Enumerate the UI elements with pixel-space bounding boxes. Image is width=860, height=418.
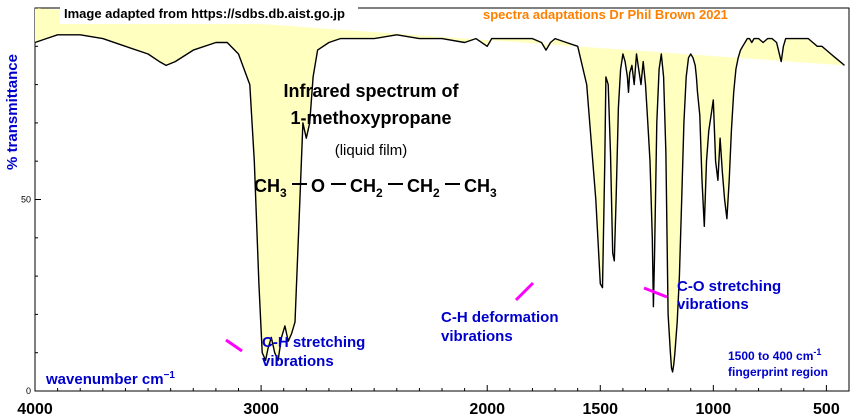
fingerprint-label-1: 1500 to 400 cm-1	[728, 347, 821, 363]
y-axis-title: % transmittance	[4, 54, 21, 170]
title-line1: Infrared spectrum of	[283, 81, 459, 101]
ch-stretch-label-2: vibrations	[262, 353, 334, 370]
source-credit-box	[60, 4, 358, 24]
x-tick-label: 3000	[243, 401, 279, 418]
absorption-fill	[35, 8, 845, 372]
formula-group-2: O	[311, 176, 325, 196]
x-tick-label: 2000	[469, 401, 505, 418]
x-tick-label: 4000	[17, 401, 53, 418]
x-axis-title: wavenumber cm−1	[45, 370, 175, 388]
y-tick-label: 0	[26, 386, 31, 396]
ch-deform-label-2: vibrations	[441, 328, 513, 345]
author-credit: spectra adaptations Dr Phil Brown 2021	[483, 7, 728, 22]
x-tick-label: 1500	[582, 401, 618, 418]
title-compound: 1-methoxypropane	[290, 108, 451, 128]
formula-group-1: CH3	[254, 176, 287, 200]
formula-group-4: CH2	[407, 176, 440, 200]
formula-group-3: CH2	[350, 176, 383, 200]
fingerprint-label-2: fingerprint region	[728, 365, 828, 379]
co-stretch-label-1: C-O stretching	[677, 278, 781, 295]
y-tick-label: 50	[21, 195, 31, 205]
ch-deform-marker	[514, 281, 535, 302]
transmittance-trace	[34, 34, 845, 373]
x-tick-label: 500	[813, 401, 840, 418]
ch-deform-label-1: C-H deformation	[441, 309, 559, 326]
ch-stretch-marker	[225, 338, 243, 353]
formula-group-5: CH3	[464, 176, 497, 200]
co-stretch-label-2: vibrations	[677, 296, 749, 313]
co-stretch-marker	[643, 286, 668, 299]
structural-formula: CH3 O CH2 CH2 CH3	[254, 176, 497, 200]
ch-stretch-label-1: C-H stretching	[262, 334, 365, 351]
x-tick-label: 1000	[696, 401, 732, 418]
title-sample-state: (liquid film)	[335, 142, 408, 159]
source-credit: Image adapted from https://sdbs.db.aist.…	[64, 6, 345, 21]
